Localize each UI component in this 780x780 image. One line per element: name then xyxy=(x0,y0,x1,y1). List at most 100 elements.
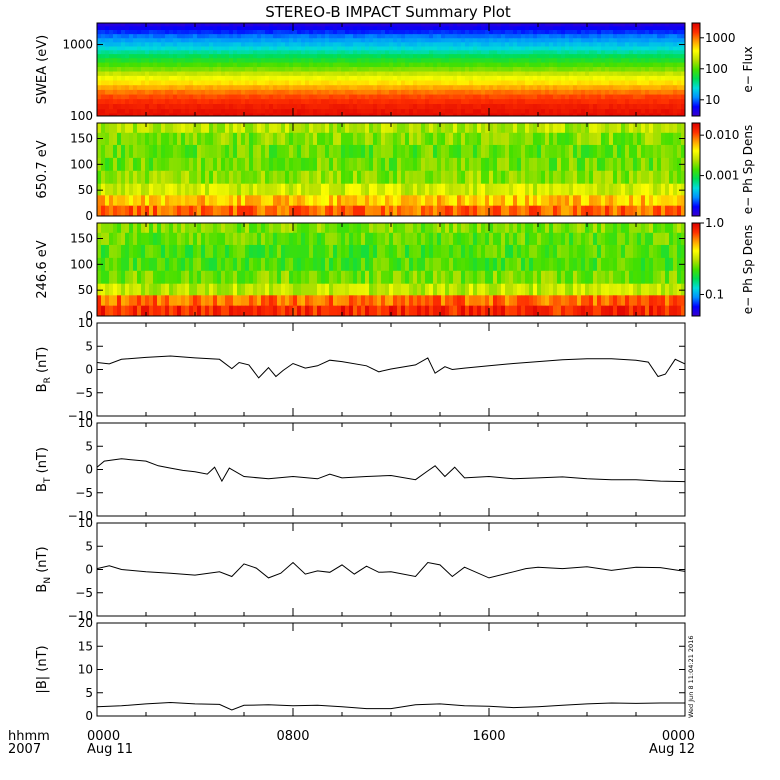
heatmap-cell xyxy=(473,23,478,27)
heatmap-cell xyxy=(517,99,522,105)
heatmap-cell xyxy=(245,42,250,48)
heatmap-cell xyxy=(345,29,350,35)
heatmap-cell xyxy=(245,205,250,216)
heatmap-cell xyxy=(405,89,410,96)
heatmap-cell xyxy=(597,244,602,259)
heatmap-cell xyxy=(369,38,374,43)
heatmap-cell xyxy=(281,89,286,96)
heatmap-cell xyxy=(277,42,282,48)
heatmap-cell xyxy=(489,99,494,105)
heatmap-cell xyxy=(589,223,594,234)
heatmap-cell xyxy=(117,29,122,35)
heatmap-cell xyxy=(629,94,634,100)
heatmap-cell xyxy=(677,29,682,35)
heatmap-cell xyxy=(345,132,350,146)
heatmap-cell xyxy=(121,26,126,31)
heatmap-cell xyxy=(449,29,454,35)
heatmap-cell xyxy=(253,38,258,43)
heatmap-cell xyxy=(221,58,226,64)
heatmap-cell xyxy=(613,183,618,196)
heatmap-cell xyxy=(417,29,422,35)
heatmap-cell xyxy=(477,42,482,48)
heatmap-cell xyxy=(441,99,446,105)
heatmap-cell xyxy=(449,62,454,68)
heatmap-cell xyxy=(125,183,130,196)
heatmap-cell xyxy=(405,195,410,207)
heatmap-cell xyxy=(169,85,174,91)
heatmap-cell xyxy=(205,50,210,55)
heatmap-cell xyxy=(413,50,418,55)
heatmap-cell xyxy=(285,50,290,55)
heatmap-cell xyxy=(525,109,530,115)
heatmap-cell xyxy=(105,42,110,48)
heatmap-cell xyxy=(525,157,530,172)
heatmap-cell xyxy=(269,46,274,51)
heatmap-cell xyxy=(297,34,302,39)
heatmap-cell xyxy=(477,54,482,59)
heatmap-cell xyxy=(457,85,462,91)
heatmap-cell xyxy=(497,67,502,73)
heatmap-cell xyxy=(369,85,374,91)
heatmap-cell xyxy=(681,144,685,159)
heatmap-cell xyxy=(649,62,654,68)
heatmap-cell xyxy=(105,123,110,134)
heatmap-cell xyxy=(405,157,410,172)
heatmap-cell xyxy=(149,123,154,134)
heatmap-cell xyxy=(629,232,634,246)
heatmap-cell xyxy=(497,34,502,39)
heatmap-cell xyxy=(169,232,174,246)
heatmap-cell xyxy=(541,113,546,116)
heatmap-cell xyxy=(325,232,330,246)
heatmap-cell xyxy=(485,99,490,105)
heatmap-cell xyxy=(649,223,654,234)
heatmap-cell xyxy=(465,144,470,159)
heatmap-cell xyxy=(441,195,446,207)
heatmap-cell xyxy=(641,26,646,31)
heatmap-cell xyxy=(537,94,542,100)
heatmap-cell xyxy=(573,42,578,48)
heatmap-cell xyxy=(485,113,490,116)
heatmap-cell xyxy=(609,54,614,59)
heatmap-cell xyxy=(305,42,310,48)
heatmap-cell xyxy=(125,71,130,77)
heatmap-cell xyxy=(593,244,598,259)
heatmap-cell xyxy=(673,34,678,39)
heatmap-cell xyxy=(393,38,398,43)
heatmap-cell xyxy=(637,58,642,64)
heatmap-cell xyxy=(369,75,374,82)
heatmap-cell xyxy=(101,94,106,100)
heatmap-cell xyxy=(345,157,350,172)
heatmap-cell xyxy=(561,123,566,134)
heatmap-cell xyxy=(285,29,290,35)
heatmap-cell xyxy=(265,38,270,43)
heatmap-cell xyxy=(185,244,190,259)
heatmap-cell xyxy=(625,170,630,185)
heatmap-cell xyxy=(197,71,202,77)
heatmap-cell xyxy=(225,195,230,207)
heatmap-cell xyxy=(533,244,538,259)
heatmap-cell xyxy=(481,157,486,172)
heatmap-cell xyxy=(181,205,186,216)
heatmap-cell xyxy=(137,170,142,185)
heatmap-cell xyxy=(129,46,134,51)
heatmap-cell xyxy=(469,80,474,86)
heatmap-cell xyxy=(217,132,222,146)
heatmap-cell xyxy=(209,26,214,31)
heatmap-cell xyxy=(181,132,186,146)
heatmap-cell xyxy=(473,58,478,64)
heatmap-cell xyxy=(149,34,154,39)
heatmap-cell xyxy=(597,67,602,73)
heatmap-cell xyxy=(333,23,338,27)
heatmap-cell xyxy=(125,85,130,91)
heatmap-cell xyxy=(97,195,102,207)
heatmap-cell xyxy=(237,46,242,51)
heatmap-cell xyxy=(237,85,242,91)
heatmap-cell xyxy=(385,232,390,246)
heatmap-cell xyxy=(113,170,118,185)
heatmap-cell xyxy=(505,62,510,68)
heatmap-cell xyxy=(213,257,218,272)
heatmap-cell xyxy=(365,157,370,172)
heatmap-cell xyxy=(621,223,626,234)
heatmap-cell xyxy=(345,123,350,134)
heatmap-cell xyxy=(569,34,574,39)
